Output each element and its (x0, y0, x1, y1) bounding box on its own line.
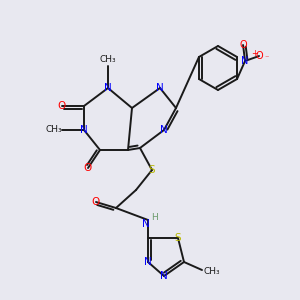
Text: N: N (142, 219, 150, 229)
Text: S: S (175, 233, 181, 243)
Text: N: N (160, 125, 168, 135)
Text: S: S (149, 165, 155, 175)
Text: N: N (156, 83, 164, 93)
Text: ⁻: ⁻ (265, 53, 269, 62)
Text: +: + (252, 49, 259, 58)
Text: N: N (242, 56, 249, 66)
Text: O: O (58, 101, 66, 111)
Text: CH₃: CH₃ (204, 268, 220, 277)
Text: O: O (255, 51, 263, 61)
Text: H: H (151, 212, 158, 221)
Text: O: O (92, 197, 100, 207)
Text: N: N (80, 125, 88, 135)
Text: N: N (144, 257, 152, 267)
Text: O: O (84, 163, 92, 173)
Text: CH₃: CH₃ (100, 55, 116, 64)
Text: N: N (160, 271, 168, 281)
Text: N: N (104, 83, 112, 93)
Text: O: O (239, 40, 247, 50)
Text: CH₃: CH₃ (46, 125, 62, 134)
